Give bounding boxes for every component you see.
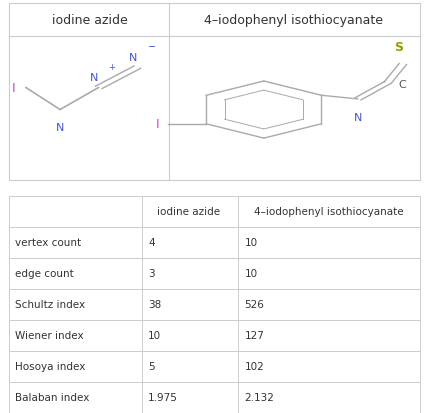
Text: N: N [56, 123, 64, 133]
Text: 10: 10 [245, 237, 258, 248]
Text: 38: 38 [148, 299, 161, 310]
Text: iodine azide: iodine azide [157, 206, 221, 217]
Text: +: + [108, 63, 115, 72]
Text: −: − [148, 41, 156, 52]
Text: Wiener index: Wiener index [15, 330, 84, 341]
Text: iodine azide: iodine azide [52, 14, 128, 27]
Text: 4–iodophenyl isothiocyanate: 4–iodophenyl isothiocyanate [204, 14, 384, 27]
Text: N: N [129, 52, 137, 62]
Text: C: C [399, 80, 406, 90]
Text: I: I [12, 82, 15, 95]
Text: I: I [155, 118, 159, 131]
Text: 5: 5 [148, 361, 154, 372]
Text: 3: 3 [148, 268, 154, 279]
Text: N: N [90, 73, 99, 83]
Text: 526: 526 [245, 299, 264, 310]
Text: 10: 10 [148, 330, 161, 341]
Text: N: N [353, 113, 362, 123]
Text: 4–iodophenyl isothiocyanate: 4–iodophenyl isothiocyanate [254, 206, 404, 217]
Text: 10: 10 [245, 268, 258, 279]
Text: S: S [394, 41, 403, 54]
Text: 102: 102 [245, 361, 264, 372]
Text: Hosoya index: Hosoya index [15, 361, 85, 372]
Text: 1.975: 1.975 [148, 392, 178, 403]
Text: vertex count: vertex count [15, 237, 81, 248]
Text: edge count: edge count [15, 268, 74, 279]
Text: Schultz index: Schultz index [15, 299, 85, 310]
Text: 4: 4 [148, 237, 154, 248]
Text: Balaban index: Balaban index [15, 392, 89, 403]
Text: 127: 127 [245, 330, 264, 341]
Text: 2.132: 2.132 [245, 392, 275, 403]
